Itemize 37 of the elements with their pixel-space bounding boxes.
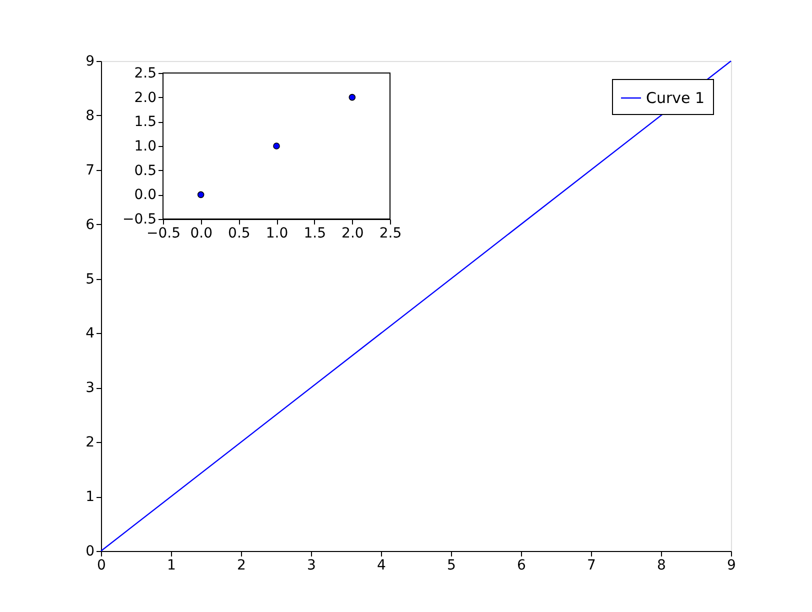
- x-tick-label: 1.5: [304, 226, 326, 242]
- x-tick-label: 2.0: [342, 226, 364, 242]
- point: [348, 94, 356, 101]
- x-tick-label: 9: [727, 558, 736, 574]
- x-tick-label: 6: [517, 558, 526, 574]
- y-tick-label: 4: [86, 326, 95, 342]
- x-tick-label: 3: [307, 558, 316, 574]
- x-tick-label: 1.0: [266, 226, 288, 242]
- y-tick-label: 3: [86, 380, 94, 396]
- legend-label: Curve 1: [646, 89, 705, 107]
- x-tick-label: 4: [377, 558, 386, 574]
- x-tick-label: 2.5: [379, 226, 402, 242]
- y-tick-label: 1.0: [134, 138, 156, 154]
- x-tick-label: 0: [97, 558, 106, 574]
- y-tick-label: 5: [86, 271, 94, 288]
- y-tick-label: 0.5: [134, 162, 156, 179]
- x-tick-label: 7: [587, 558, 596, 574]
- y-tick-label: 7: [86, 162, 94, 178]
- x-tick-label: 8: [657, 558, 666, 574]
- point: [273, 142, 280, 150]
- y-tick-label: 2.0: [134, 90, 156, 106]
- y-tick-label: 2: [86, 434, 94, 451]
- y-tick-label: 1.5: [134, 114, 156, 130]
- x-tick-label: 2: [237, 558, 246, 574]
- x-tick-label: 5: [447, 558, 456, 574]
- x-tick-label: 1: [167, 558, 176, 574]
- x-tick-label: 0.0: [190, 226, 212, 242]
- y-tick-label: −0.5: [122, 212, 156, 228]
- y-tick-label: 9: [86, 54, 94, 70]
- y-tick-label: 1: [86, 489, 94, 506]
- y-tick-label: 2.5: [134, 66, 156, 82]
- x-tick-label: −0.5: [146, 226, 180, 242]
- y-tick-label: 0.0: [134, 187, 156, 204]
- y-tick-label: 0: [86, 544, 94, 560]
- x-tick-label: 0.5: [228, 226, 250, 242]
- point: [197, 191, 204, 198]
- y-tick-label: 8: [86, 108, 94, 124]
